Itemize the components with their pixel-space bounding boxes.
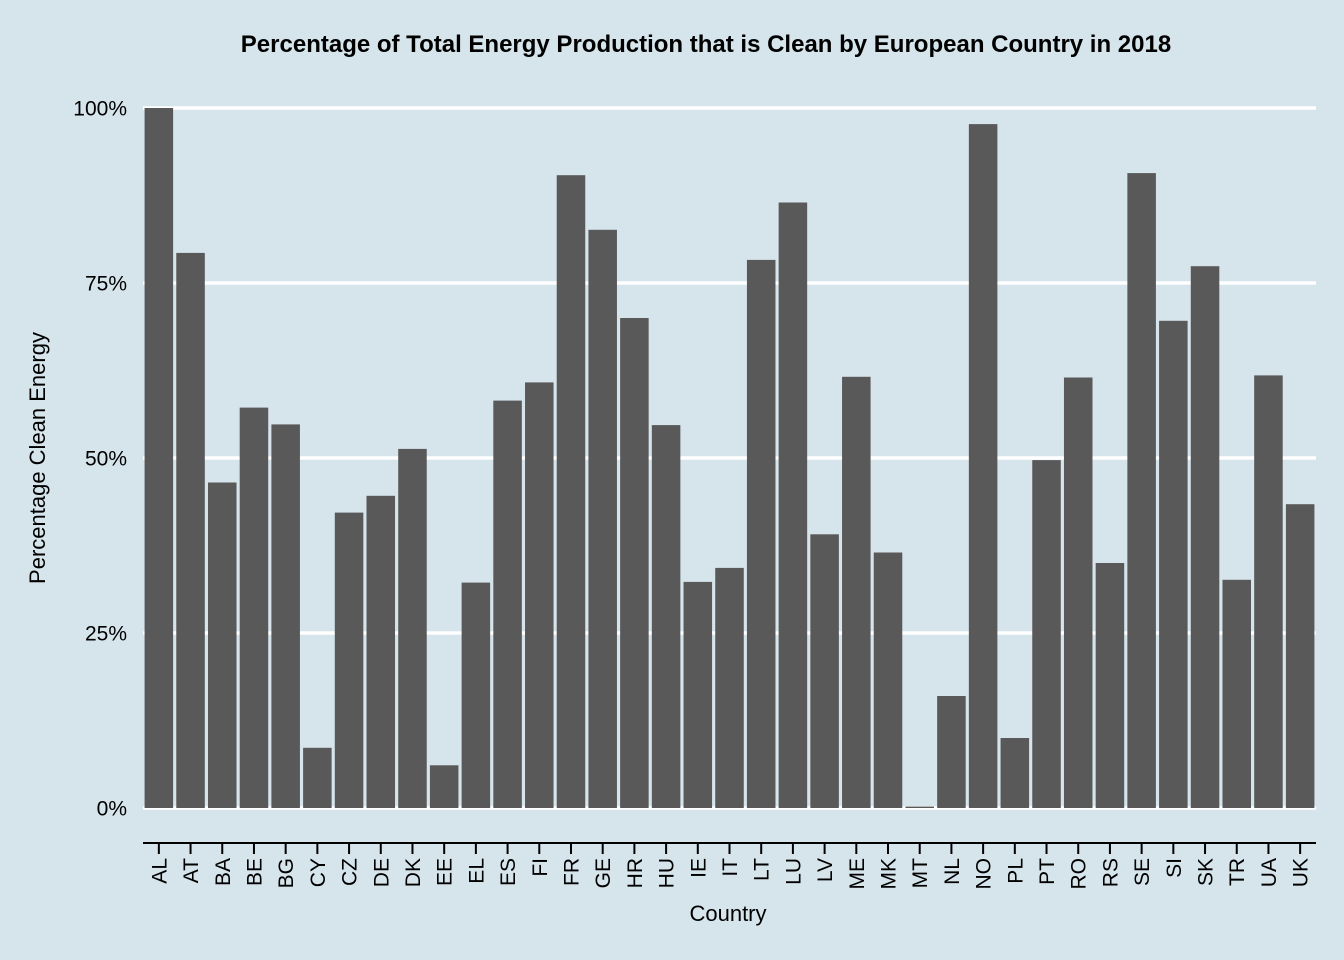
x-tick-label: PT xyxy=(1036,858,1059,885)
x-tick-label: NO xyxy=(973,858,996,890)
x-tick-label: SI xyxy=(1163,858,1186,878)
x-tick-label: TR xyxy=(1226,858,1249,886)
x-axis-label: Country xyxy=(689,901,766,926)
bar-tr xyxy=(1222,579,1252,808)
bar-mt xyxy=(905,806,934,808)
x-tick-label: LV xyxy=(814,858,837,882)
x-tick-label: MK xyxy=(878,858,901,890)
x-tick-label: SE xyxy=(1131,858,1154,886)
bar-sk xyxy=(1190,266,1220,808)
x-tick-label: EE xyxy=(434,858,457,886)
bar-si xyxy=(1159,320,1188,808)
bar-be xyxy=(239,407,269,808)
bars xyxy=(144,108,1315,809)
bar-hu xyxy=(651,425,681,808)
x-tick-label: FR xyxy=(560,858,583,886)
x-tick-label: IT xyxy=(719,858,742,877)
x-tick-label: GE xyxy=(592,858,615,888)
x-tick-label: AL xyxy=(148,858,171,884)
x-tick-label: PL xyxy=(1004,858,1027,884)
x-tick-label: HR xyxy=(624,858,647,888)
bar-el xyxy=(461,582,491,808)
x-tick-label: NL xyxy=(941,858,964,885)
bar-fi xyxy=(525,382,554,808)
bar-lt xyxy=(746,259,776,808)
bar-ro xyxy=(1063,377,1093,808)
x-tick-label: AT xyxy=(180,858,203,883)
y-axis-label: Percentage Clean Energy xyxy=(25,332,50,584)
bar-es xyxy=(493,400,522,808)
x-tick-label: ES xyxy=(497,858,520,886)
y-tick-label: 100% xyxy=(73,98,127,121)
x-tick-label: SK xyxy=(1195,858,1218,886)
x-tick-label: MT xyxy=(909,858,932,888)
bar-ua xyxy=(1254,375,1283,808)
chart-title: Percentage of Total Energy Production th… xyxy=(241,31,1171,58)
bar-nl xyxy=(937,696,966,808)
x-axis xyxy=(143,842,1316,854)
bar-it xyxy=(715,567,744,808)
bar-se xyxy=(1127,173,1156,809)
bar-no xyxy=(968,124,998,809)
bar-ba xyxy=(207,482,237,808)
x-tick-label: UK xyxy=(1290,858,1313,887)
x-tick-label: ME xyxy=(846,858,869,890)
x-tick-label: BG xyxy=(275,858,298,888)
bar-me xyxy=(842,376,871,808)
y-tick-label: 50% xyxy=(85,448,127,471)
x-tick-label: CZ xyxy=(339,858,362,886)
bar-ee xyxy=(429,765,459,808)
x-tick-label: CY xyxy=(307,858,330,887)
y-tick-label: 25% xyxy=(85,623,127,646)
bar-rs xyxy=(1095,563,1125,808)
x-tick-label: LU xyxy=(782,858,805,885)
x-tick-label: FI xyxy=(529,858,552,877)
x-tick-label: RS xyxy=(1099,858,1122,887)
y-tick-label: 75% xyxy=(85,273,127,296)
x-tick-label: HU xyxy=(656,858,679,888)
y-tick-label: 0% xyxy=(97,798,127,821)
x-tick-label: UA xyxy=(1258,858,1281,887)
bar-ie xyxy=(683,581,713,808)
bar-cy xyxy=(303,747,332,808)
x-tick-label: EL xyxy=(465,858,488,884)
bar-fr xyxy=(556,175,586,808)
x-tick-label: BE xyxy=(243,858,266,886)
x-tick-label: BA xyxy=(212,858,235,886)
x-tick-label: DE xyxy=(370,858,393,887)
x-tick-labels: AL AT BA BE BG CY CZ DE DK EE EL ES FI FR GE HR HU IE IT LT… xyxy=(148,858,1312,890)
bar-uk xyxy=(1285,504,1315,808)
bar-dk xyxy=(398,448,427,808)
bar-de xyxy=(366,495,396,808)
bar-pt xyxy=(1032,460,1061,808)
bar-pl xyxy=(1000,738,1030,808)
x-tick-label: LT xyxy=(751,858,774,881)
bar-ge xyxy=(588,229,617,809)
x-tick-label: DK xyxy=(402,858,425,887)
bar-hr xyxy=(620,318,649,808)
bar-at xyxy=(176,252,205,808)
bar-mk xyxy=(873,552,903,808)
y-tick-labels: 0% 25% 50% 75% 100% xyxy=(73,98,127,821)
bar-lu xyxy=(778,202,808,808)
bar-cz xyxy=(334,512,364,808)
x-tick-label: RO xyxy=(1068,858,1091,890)
x-tick-label: IE xyxy=(687,858,710,878)
bar-lv xyxy=(810,534,839,808)
bar-al xyxy=(144,108,174,808)
bar-bg xyxy=(271,424,300,808)
